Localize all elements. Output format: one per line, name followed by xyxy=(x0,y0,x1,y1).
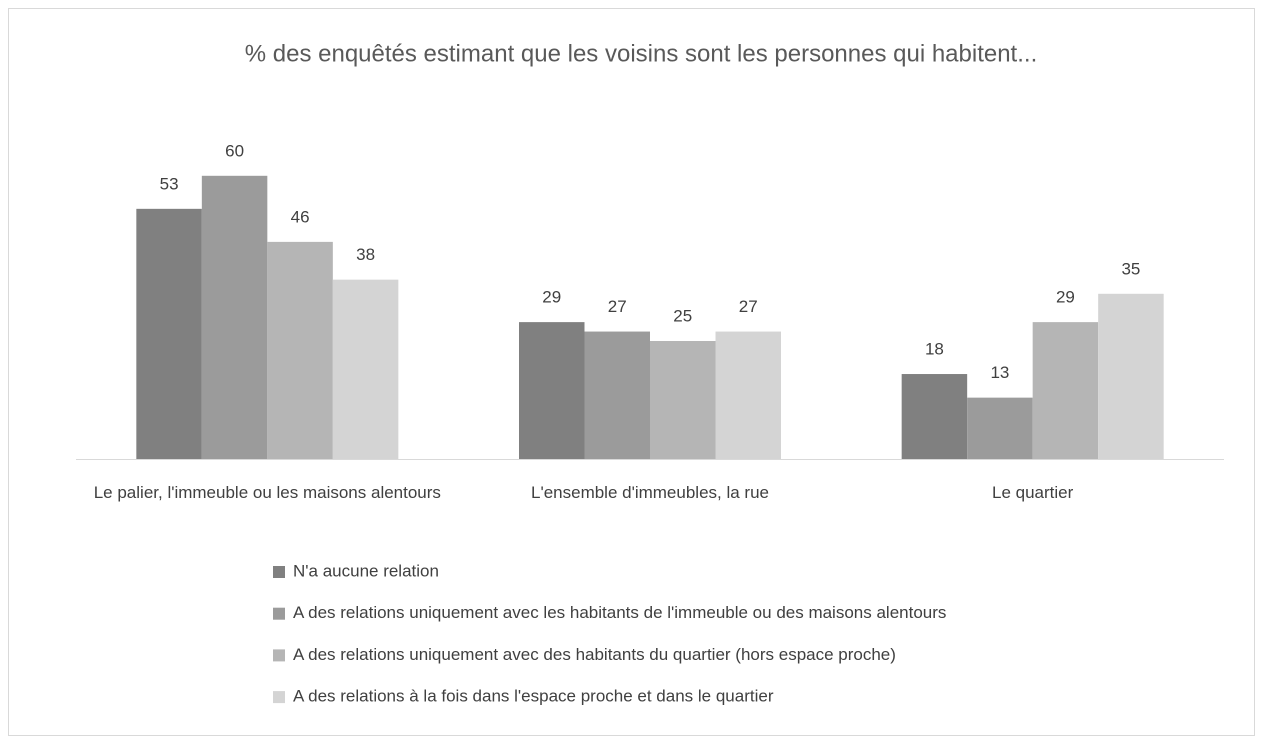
bar xyxy=(715,331,781,459)
bar xyxy=(584,331,650,459)
bar xyxy=(267,241,333,459)
data-label: 46 xyxy=(291,207,310,226)
bar xyxy=(650,341,716,459)
bar xyxy=(1098,293,1164,459)
data-label: 13 xyxy=(990,363,1009,382)
legend-swatch xyxy=(273,566,285,578)
bar xyxy=(519,322,585,459)
chart-title: % des enquêtés estimant que les voisins … xyxy=(245,40,1037,67)
bar xyxy=(136,208,202,459)
data-label: 25 xyxy=(673,306,692,325)
data-label: 27 xyxy=(608,297,627,316)
bar xyxy=(1032,322,1099,459)
bar xyxy=(901,374,968,459)
legend-label: A des relations à la fois dans l'espace … xyxy=(293,687,774,706)
legend-swatch xyxy=(273,607,285,620)
legend-swatch xyxy=(273,649,285,662)
legend-swatch xyxy=(273,691,285,704)
legend-label: A des relations uniquement avec les habi… xyxy=(293,603,946,622)
data-label: 29 xyxy=(1056,288,1075,307)
bar xyxy=(201,175,268,460)
legend-label: A des relations uniquement avec des habi… xyxy=(293,645,896,664)
x-tick-label: Le quartier xyxy=(992,483,1074,502)
x-tick-label: Le palier, l'immeuble ou les maisons ale… xyxy=(93,483,441,502)
bar xyxy=(967,397,1033,459)
data-label: 38 xyxy=(356,245,375,264)
data-label: 18 xyxy=(925,340,944,359)
data-label: 29 xyxy=(542,288,561,307)
data-label: 27 xyxy=(739,297,758,316)
bar xyxy=(332,279,399,459)
data-label: 53 xyxy=(160,174,179,193)
x-tick-label: L'ensemble d'immeubles, la rue xyxy=(531,483,769,502)
legend-label: N'a aucune relation xyxy=(293,561,439,580)
data-label: 35 xyxy=(1121,259,1140,278)
data-label: 60 xyxy=(225,141,244,160)
